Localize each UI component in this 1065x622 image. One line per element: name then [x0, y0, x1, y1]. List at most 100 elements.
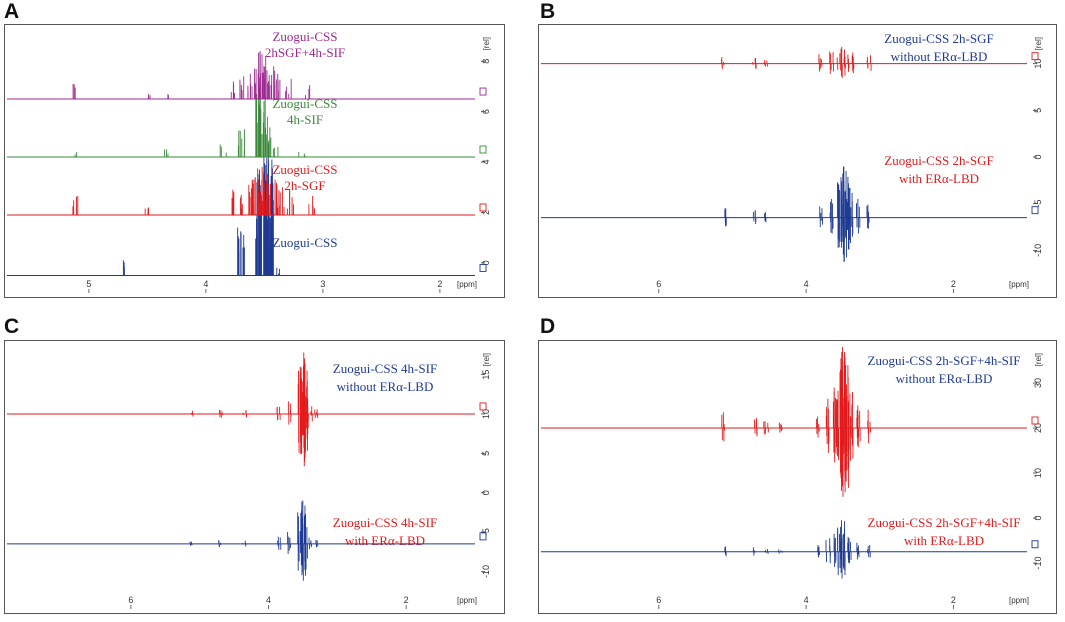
peak [303, 513, 308, 571]
series-label: without ERα-LBD [891, 49, 988, 64]
peak [251, 177, 259, 215]
peak [856, 542, 860, 560]
peak [297, 512, 303, 571]
peak [752, 210, 757, 225]
x-tick-label: 4 [266, 595, 271, 605]
peak [268, 66, 276, 100]
y-tick-label: 5 [1033, 108, 1043, 113]
spectrum-panel-d: -10 0 10 20 30 [rel] 6 4 2 [ppm] Zuogui-CSS 2h-SGF… [538, 340, 1057, 614]
y-tick-b-2: 0 [1033, 154, 1043, 160]
series-c-1: Zuogui-CSS 4h-SIF without ERα-LBD [7, 361, 487, 581]
y-tick-label: 6 [481, 109, 491, 114]
y-tick-d-1: 0 [1033, 515, 1043, 521]
peak [237, 227, 245, 276]
peak [815, 416, 820, 438]
y-tick-c-3: 5 [481, 451, 491, 456]
x-tick-label: 4 [804, 595, 809, 605]
y-tick-label: 0 [481, 490, 491, 495]
peak [763, 421, 769, 435]
y-tick-b-1: -5 [1033, 200, 1043, 208]
peak [191, 410, 194, 417]
peak [866, 55, 872, 71]
peak [778, 549, 783, 554]
peak [867, 410, 871, 444]
y-tick-label: 2 [481, 210, 491, 215]
peak [242, 410, 248, 418]
series-b-0: Zuogui-CSS 2h-SGF with ERα-LBD [541, 46, 1039, 186]
x-tick-c-1: 4 [266, 595, 271, 609]
y-axis-label: [rel] [482, 37, 491, 50]
y-tick-label: 0 [481, 260, 491, 265]
spectrum-panel-c: -10 -5 0 5 10 15 [rel] 6 4 2 [ppm] Zuogui-CSS 4h-SI… [4, 340, 505, 614]
series-marker-square [479, 87, 487, 96]
peak [836, 48, 842, 77]
y-tick-label: 30 [1033, 378, 1043, 388]
peak [764, 212, 767, 223]
series-label: Zuogui-CSS [272, 29, 337, 44]
peak [724, 546, 727, 557]
series-label: Zuogui-CSS 2h-SGF [884, 153, 993, 168]
series-label: 2h-SGF [284, 178, 325, 193]
y-tick-label: 10 [1033, 59, 1043, 69]
peak [275, 73, 281, 100]
peak [287, 532, 291, 554]
x-tick-label: 4 [203, 279, 208, 289]
peak [189, 541, 193, 546]
y-tick-c-0: -10 [481, 565, 491, 578]
series-label: Zuogui-CSS 2h-SGF [884, 31, 993, 46]
series-marker-square [1031, 206, 1039, 215]
y-tick-label: 5 [481, 451, 491, 456]
peak [840, 166, 845, 263]
spectrum-c-svg: -10 -5 0 5 10 15 [rel] 6 4 2 [ppm] Zuogui-CSS 4h-SI… [7, 352, 491, 609]
peak [848, 187, 854, 244]
series-marker-square [1031, 416, 1039, 425]
spectrum-panel-b: -10 -5 0 5 10 [rel] 6 4 2 [ppm] Zuogui-CSS 2h-SGF w… [538, 24, 1057, 298]
y-tick-label: -5 [1033, 200, 1043, 208]
peak [122, 260, 125, 276]
peak [724, 208, 727, 227]
series-label: Zuogui-CSS [272, 162, 337, 177]
peak [847, 392, 854, 461]
series-marker-square [479, 203, 487, 212]
y-tick-d-4: 30 [1033, 378, 1043, 388]
x-tick-d-2: 2 [951, 595, 956, 609]
x-tick-label: 6 [656, 279, 661, 289]
y-tick-d-2: 10 [1033, 468, 1043, 478]
panel-letter-b: B [540, 0, 556, 23]
y-axis-label: [rel] [1034, 353, 1043, 366]
x-tick-d-0: 6 [656, 595, 661, 609]
series-label: Zuogui-CSS 4h-SIF [333, 515, 437, 530]
series-a-0: Zuogui-CSS [7, 144, 487, 276]
peak [305, 370, 309, 451]
peak [266, 159, 274, 276]
peak [305, 85, 311, 100]
peak [285, 78, 292, 100]
x-tick-b-2: 2 [951, 279, 956, 293]
y-tick-c-4: 10 [481, 409, 491, 419]
peak [844, 49, 850, 76]
x-axis-label: [ppm] [457, 280, 477, 289]
series-b-1: Zuogui-CSS 2h-SGF without ERα-LBD [541, 31, 1039, 263]
series-label: without ERα-LBD [896, 371, 993, 386]
x-tick-label: 6 [656, 595, 661, 605]
peak [277, 187, 285, 215]
y-tick-b-3: 5 [1033, 108, 1043, 113]
peak [72, 196, 79, 215]
peak [837, 527, 842, 576]
series-label: Zuogui-CSS 4h-SIF [333, 361, 437, 376]
peak [265, 116, 272, 157]
spectrum-panel-a: 0 2 4 6 8 [rel] 5 4 3 2 [ppm] Zuogui-CSS Zuogui-CSS 2… [4, 24, 505, 298]
panel-letter-d: D [540, 315, 556, 338]
peak [825, 538, 831, 564]
peak [298, 151, 306, 157]
peak [848, 538, 852, 564]
x-tick-a-0: 5 [86, 279, 91, 293]
peak [765, 549, 769, 555]
peak [752, 547, 756, 556]
peak [307, 406, 313, 422]
x-tick-label: 3 [320, 279, 325, 289]
peak [754, 418, 758, 437]
x-tick-a-1: 4 [203, 279, 208, 293]
peak [308, 196, 315, 215]
